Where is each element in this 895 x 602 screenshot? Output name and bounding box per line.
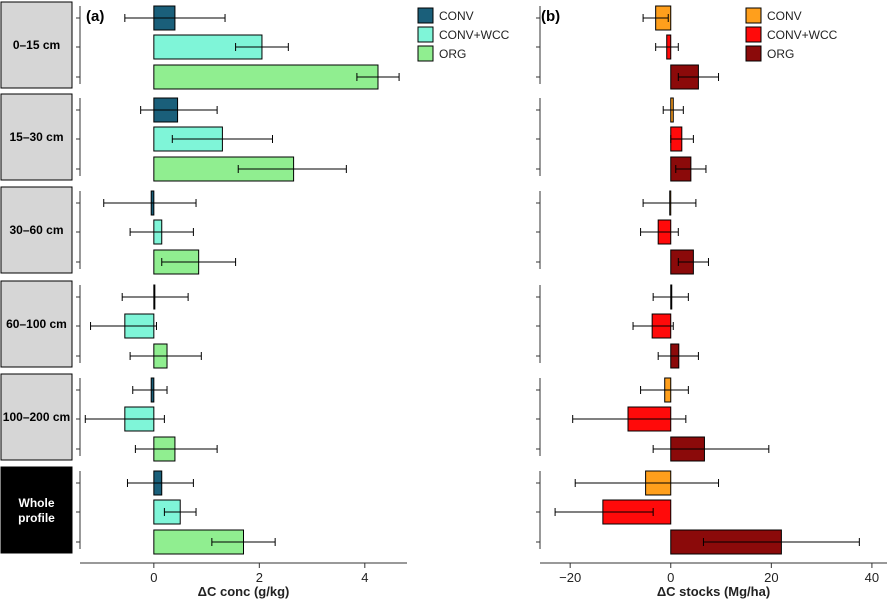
depth-strip bbox=[0, 280, 73, 368]
x-tick-label: 2 bbox=[256, 570, 263, 585]
legend-label: ORG bbox=[767, 47, 794, 61]
panel-label: (b) bbox=[541, 8, 560, 25]
legend-swatch bbox=[745, 7, 762, 24]
x-tick-label: 40 bbox=[865, 570, 879, 585]
depth-strip bbox=[0, 373, 73, 461]
legend-swatch bbox=[745, 45, 762, 62]
depth-label: 100–200 cm bbox=[3, 410, 70, 424]
legend-swatch bbox=[417, 7, 434, 24]
panel-label: (a) bbox=[86, 8, 104, 25]
legend-label: CONV+WCC bbox=[439, 28, 510, 42]
depth-strip bbox=[0, 93, 73, 181]
x-axis-title: ΔC stocks (Mg/ha) bbox=[657, 584, 770, 599]
depth-strip bbox=[0, 1, 73, 89]
x-tick-label: −20 bbox=[559, 570, 581, 585]
depth-label: 30–60 cm bbox=[9, 223, 63, 237]
legend-swatch bbox=[417, 45, 434, 62]
depth-strip bbox=[0, 186, 73, 274]
legend-label: CONV bbox=[767, 9, 802, 23]
chart-panel-b: −20 0 20 40 ΔC stocks (Mg/ha) (b) CONV CONV+WCC… bbox=[536, 5, 887, 599]
x-tick-label: 0 bbox=[150, 570, 157, 585]
x-tick-label: 0 bbox=[667, 570, 674, 585]
x-tick-label: 20 bbox=[764, 570, 778, 585]
legend-swatch bbox=[417, 26, 434, 43]
depth-label: 0–15 cm bbox=[13, 38, 60, 52]
x-tick-label: 4 bbox=[361, 570, 368, 585]
depth-strip bbox=[0, 466, 73, 554]
bar bbox=[153, 64, 379, 90]
x-axis-title: ΔC conc (g/kg) bbox=[198, 584, 290, 599]
legend-swatch bbox=[745, 26, 762, 43]
legend-label: CONV bbox=[439, 9, 474, 23]
legend-label: ORG bbox=[439, 47, 466, 61]
depth-label: 60–100 cm bbox=[6, 317, 67, 331]
depth-label: 15–30 cm bbox=[9, 130, 63, 144]
chart-panel-a: 0 2 4 ΔC conc (g/kg) (a) CONV CONV+WCC ORG bbox=[76, 5, 510, 599]
depth-label: Whole profile bbox=[18, 496, 55, 525]
legend-label: CONV+WCC bbox=[767, 28, 838, 42]
